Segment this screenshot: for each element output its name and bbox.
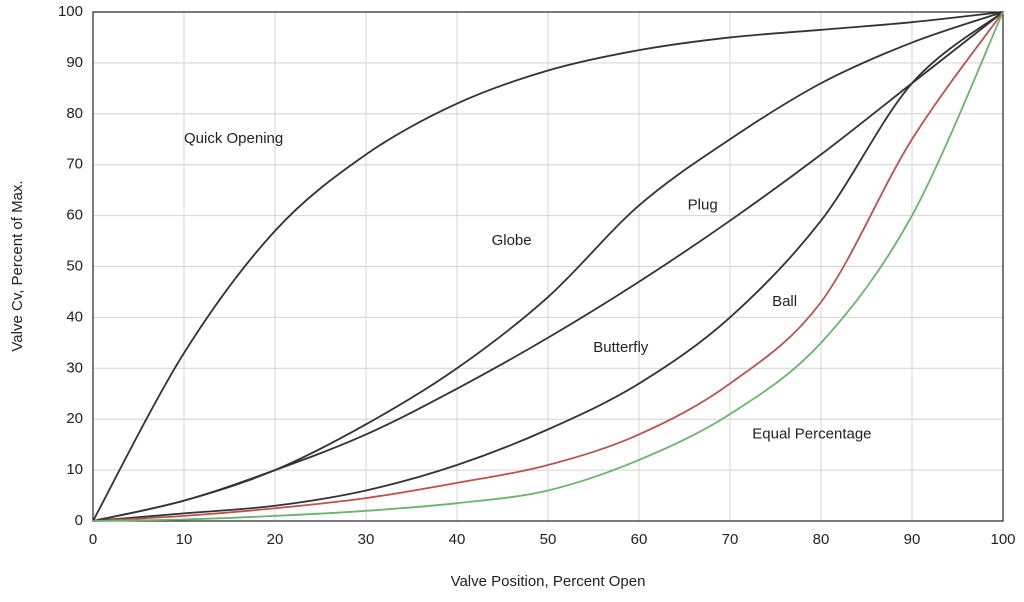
x-tick-label: 40 — [449, 531, 466, 548]
y-tick-label: 0 — [75, 512, 83, 529]
x-tick-label: 100 — [990, 531, 1015, 548]
y-tick-label: 20 — [66, 410, 83, 427]
y-tick-label: 40 — [66, 308, 83, 325]
y-tick-label: 90 — [66, 54, 83, 71]
x-tick-label: 0 — [89, 531, 97, 548]
y-tick-label: 10 — [66, 461, 83, 478]
x-tick-label: 70 — [722, 531, 739, 548]
series-label: Globe — [492, 232, 532, 249]
y-tick-label: 50 — [66, 257, 83, 274]
x-tick-label: 80 — [813, 531, 830, 548]
y-tick-label: 100 — [58, 3, 83, 20]
series-label: Equal Percentage — [752, 425, 871, 442]
plot-frame — [92, 11, 1004, 522]
y-tick-label: 60 — [66, 207, 83, 224]
y-tick-label: 30 — [66, 359, 83, 376]
x-tick-label: 30 — [358, 531, 375, 548]
y-tick-label: 80 — [66, 105, 83, 122]
series-label: Ball — [772, 293, 797, 310]
x-tick-label: 10 — [176, 531, 193, 548]
x-tick-label: 50 — [540, 531, 557, 548]
x-tick-label: 60 — [631, 531, 648, 548]
series-line — [92, 11, 1004, 522]
series-label: Plug — [688, 196, 718, 213]
series-line — [92, 11, 1004, 522]
y-axis-label: Valve Cv, Percent of Max. — [9, 180, 26, 351]
x-axis-label: Valve Position, Percent Open — [451, 573, 646, 590]
series-line — [92, 11, 1004, 522]
y-tick-label: 70 — [66, 156, 83, 173]
x-tick-label: 20 — [267, 531, 284, 548]
series-line — [92, 11, 1004, 522]
series-line — [92, 11, 1004, 522]
series-label: Butterfly — [593, 339, 649, 356]
x-tick-label: 90 — [904, 531, 921, 548]
series-label: Quick Opening — [184, 130, 283, 147]
